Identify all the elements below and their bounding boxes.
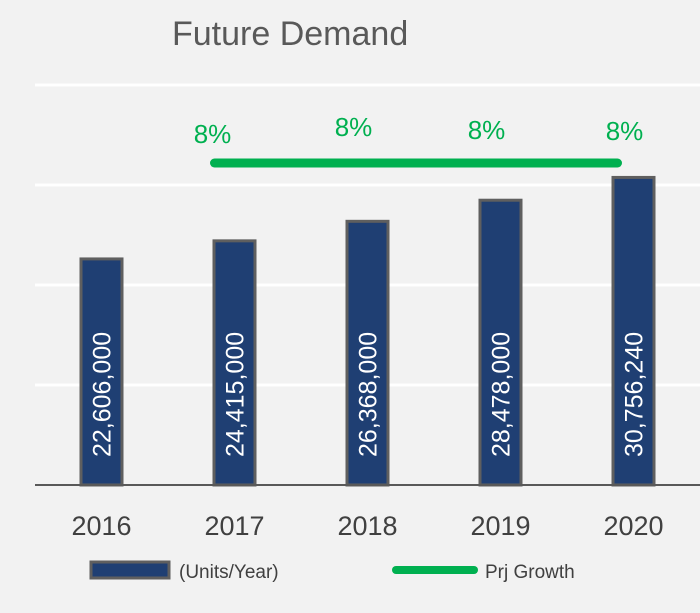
x-tick-label: 2020 [603, 511, 663, 541]
legend-growth-label: Prj Growth [485, 562, 575, 583]
x-tick-label: 2017 [204, 511, 264, 541]
growth-label: 8% [335, 112, 373, 142]
x-tick-label: 2019 [470, 511, 530, 541]
bar-value-label: 22,606,000 [89, 332, 117, 457]
bar [611, 175, 656, 487]
legend-bar-swatch [89, 560, 171, 580]
bar-value-label: 24,415,000 [222, 332, 250, 457]
bar [79, 257, 124, 487]
legend-bar-label: (Units/Year) [179, 562, 279, 583]
x-tick-label: 2016 [71, 511, 131, 541]
bar-value-label: 28,478,000 [488, 332, 516, 457]
growth-label: 8% [468, 115, 506, 145]
chart-title: Future Demand [172, 15, 408, 53]
bar-value-label: 26,368,000 [355, 332, 383, 457]
growth-label: 8% [194, 119, 232, 149]
x-tick-label: 2018 [337, 511, 397, 541]
bar-value-label: 30,756,240 [621, 332, 649, 457]
growth-label: 8% [606, 116, 644, 146]
bar [345, 219, 390, 487]
